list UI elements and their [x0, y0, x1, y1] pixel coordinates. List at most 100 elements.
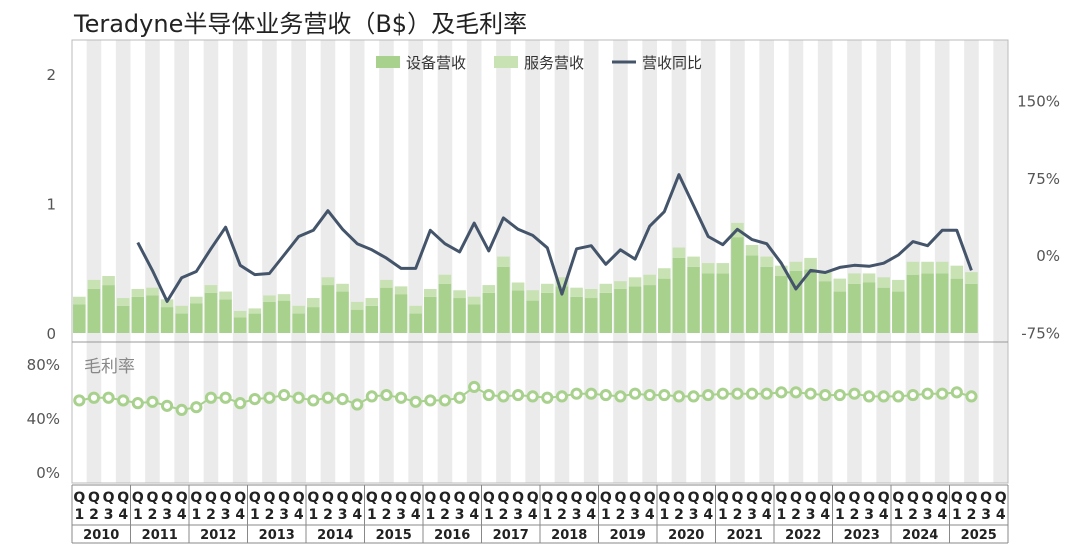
margin-point — [555, 390, 569, 403]
quarter-prefix-label: Q — [892, 490, 904, 506]
quarter-number-label: 4 — [528, 507, 538, 523]
year-label: 2011 — [142, 528, 178, 543]
margin-point — [248, 393, 261, 406]
quarter-prefix-label: Q — [190, 490, 202, 506]
year-label: 2014 — [317, 528, 353, 543]
quarter-number-label: 4 — [235, 507, 245, 523]
margin-point — [702, 388, 715, 402]
equipment-revenue-bar — [467, 304, 481, 333]
quarter-prefix-label: Q — [673, 490, 685, 506]
quarter-prefix-label: Q — [965, 490, 977, 506]
legend-swatch-service — [494, 56, 518, 68]
stripe-band — [145, 40, 160, 483]
equipment-revenue-bar — [482, 292, 496, 333]
margin-axis-tick-label: 0% — [36, 464, 60, 482]
equipment-revenue-bar — [277, 300, 291, 333]
service-revenue-bar — [482, 285, 496, 293]
quarter-prefix-label: Q — [146, 490, 158, 506]
quarter-number-label: 4 — [469, 507, 479, 523]
stripe-band — [379, 40, 394, 483]
equipment-revenue-bar — [935, 273, 949, 333]
quarter-number-label: 4 — [703, 507, 713, 523]
equipment-revenue-bar — [365, 305, 379, 333]
margin-point — [936, 387, 949, 400]
quarter-number-label: 2 — [557, 507, 567, 523]
margin-point — [731, 387, 744, 400]
margin-point — [745, 387, 759, 400]
equipment-revenue-bar — [599, 292, 613, 333]
equipment-revenue-bar — [643, 285, 656, 333]
service-revenue-bar — [87, 279, 101, 289]
quarter-number-label: 1 — [542, 507, 552, 523]
stripe-band — [115, 40, 131, 483]
year-label: 2013 — [259, 528, 295, 543]
service-revenue-bar — [804, 257, 817, 270]
margin-point — [511, 388, 525, 402]
legend-label-yoy: 营收同比 — [642, 54, 702, 72]
margin-point — [716, 387, 729, 400]
stripe-band — [554, 40, 570, 483]
margin-point — [263, 391, 276, 404]
year-label: 2019 — [610, 528, 646, 543]
equipment-revenue-bar — [233, 317, 247, 333]
quarter-prefix-label: Q — [293, 490, 305, 506]
stripe-band — [847, 40, 862, 483]
year-label: 2024 — [902, 528, 938, 543]
quarter-prefix-label: Q — [936, 490, 948, 506]
quarter-number-label: 1 — [250, 507, 260, 523]
year-label: 2021 — [727, 528, 763, 543]
quarter-number-label: 2 — [323, 507, 333, 523]
equipment-revenue-bar — [745, 255, 759, 333]
quarter-number-label: 4 — [762, 507, 772, 523]
quarter-prefix-label: Q — [351, 490, 363, 506]
service-revenue-bar — [321, 277, 335, 286]
quarter-number-label: 1 — [601, 507, 611, 523]
margin-point — [497, 390, 510, 403]
equipment-revenue-bar — [190, 303, 203, 333]
stripe-band — [349, 40, 365, 483]
quarter-number-label: 3 — [104, 507, 114, 523]
service-revenue-bar — [526, 290, 539, 301]
margin-point — [102, 391, 115, 404]
equipment-revenue-bar — [818, 281, 832, 333]
stripe-band — [466, 40, 482, 483]
quarter-prefix-label: Q — [278, 490, 290, 506]
margin-point — [131, 397, 144, 410]
right-axis-tick-label: 0% — [1036, 247, 1060, 265]
legend: 设备营收 服务营收 营收同比 — [376, 54, 702, 72]
equipment-revenue-bar — [658, 278, 671, 333]
service-revenue-bar — [116, 298, 130, 306]
quarter-prefix-label: Q — [439, 490, 451, 506]
margin-point — [234, 397, 247, 410]
quarter-number-label: 1 — [835, 507, 845, 523]
quarter-prefix-label: Q — [702, 490, 714, 506]
margin-point — [892, 390, 905, 403]
quarter-number-label: 3 — [279, 507, 289, 523]
quarter-number-label: 1 — [776, 507, 786, 523]
stripe-band — [934, 40, 950, 483]
margin-point — [292, 391, 305, 404]
margin-point — [482, 388, 495, 402]
equipment-revenue-bar — [555, 286, 569, 333]
margin-point — [819, 388, 832, 402]
service-revenue-bar — [745, 244, 759, 256]
quarter-prefix-label: Q — [395, 490, 407, 506]
margin-point — [424, 394, 437, 407]
quarter-prefix-label: Q — [878, 490, 890, 506]
service-revenue-bar — [438, 274, 452, 284]
quarter-number-label: 2 — [733, 507, 743, 523]
quarter-prefix-label: Q — [234, 490, 246, 506]
service-revenue-bar — [833, 278, 847, 292]
equipment-revenue-bar — [350, 309, 364, 333]
equipment-revenue-bar — [950, 278, 964, 333]
service-revenue-bar — [350, 301, 364, 310]
margin-axis-tick-label: 80% — [27, 356, 60, 374]
quarter-prefix-label: Q — [805, 490, 817, 506]
margin-point — [365, 390, 378, 403]
quarter-prefix-label: Q — [337, 490, 349, 506]
stripe-band — [700, 40, 716, 483]
quarter-number-label: 4 — [586, 507, 596, 523]
service-revenue-bar — [848, 273, 861, 284]
service-revenue-bar — [658, 268, 671, 279]
equipment-revenue-bar — [804, 269, 817, 333]
